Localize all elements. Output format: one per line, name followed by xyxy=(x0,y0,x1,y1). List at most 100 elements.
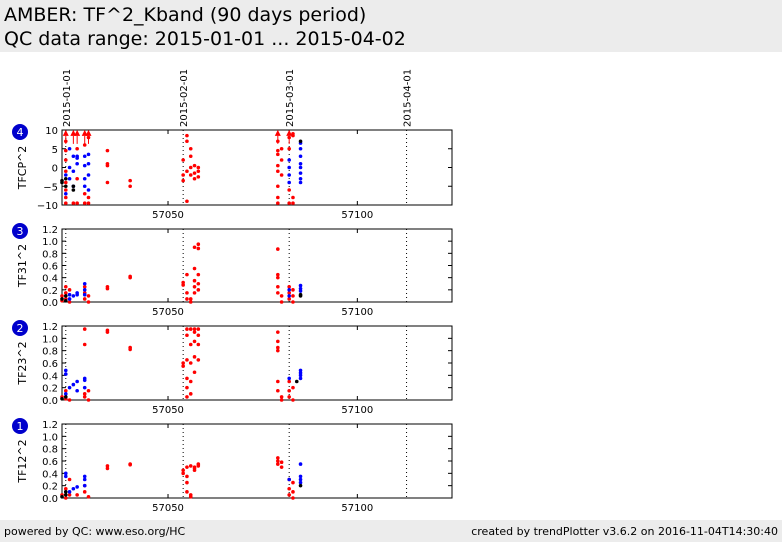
data-point xyxy=(298,161,303,166)
data-point xyxy=(196,175,201,179)
data-point xyxy=(71,154,76,159)
data-point xyxy=(298,165,303,170)
x-tick-label: 57100 xyxy=(341,503,373,514)
data-point xyxy=(287,294,291,298)
data-point xyxy=(298,171,303,175)
data-point xyxy=(276,348,280,353)
y-tick-label: 0 xyxy=(52,164,58,175)
data-point xyxy=(276,291,280,295)
data-point xyxy=(291,288,295,292)
data-point xyxy=(298,371,303,375)
data-point xyxy=(276,339,280,344)
data-point xyxy=(298,368,303,373)
data-point xyxy=(192,278,197,283)
data-point xyxy=(276,195,280,200)
data-point xyxy=(82,292,87,297)
y-axis-label: TF31^2 xyxy=(16,244,29,288)
data-point xyxy=(63,298,68,303)
data-point xyxy=(67,146,72,151)
date-marker-label: 2015-01-01 xyxy=(62,69,73,127)
data-point xyxy=(291,480,295,485)
y-axis-label: TF12^2 xyxy=(16,439,29,483)
data-point xyxy=(287,284,291,289)
data-point xyxy=(63,191,68,196)
date-marker-label: 2015-03-01 xyxy=(285,69,296,127)
data-point xyxy=(82,327,87,331)
data-point xyxy=(63,180,68,185)
data-point xyxy=(63,148,68,153)
data-point xyxy=(63,474,68,479)
data-point xyxy=(287,201,291,205)
data-point xyxy=(86,398,91,402)
data-point xyxy=(287,173,291,177)
data-point xyxy=(291,133,295,138)
data-point xyxy=(188,327,193,331)
y-tick-label: 1.0 xyxy=(42,237,58,248)
y-tick-label: 5 xyxy=(52,145,58,156)
data-point xyxy=(128,462,132,467)
data-point xyxy=(185,395,189,399)
data-point xyxy=(185,272,189,277)
panel-frame xyxy=(61,423,453,499)
data-point xyxy=(181,178,185,183)
data-point xyxy=(276,330,280,334)
data-point xyxy=(82,477,87,482)
data-point-up-arrow xyxy=(74,129,81,136)
data-point xyxy=(63,486,68,491)
data-point xyxy=(67,292,72,297)
data-point xyxy=(196,242,201,247)
data-point xyxy=(105,464,110,468)
data-point xyxy=(291,496,295,500)
data-point xyxy=(279,465,284,469)
data-point xyxy=(71,169,76,174)
data-point xyxy=(298,154,303,159)
data-point xyxy=(82,378,87,383)
data-point xyxy=(67,477,72,482)
data-point xyxy=(71,184,76,189)
data-point xyxy=(86,188,91,192)
panel-2: 0.00.2 0.40.60.8 1.01.2 57050 57100 TF23^2 2 xyxy=(12,320,453,416)
data-point xyxy=(75,388,79,393)
x-tick-label: 57100 xyxy=(341,210,373,221)
data-point xyxy=(105,163,110,168)
data-point xyxy=(86,152,91,157)
panel-badge-icon xyxy=(12,223,28,239)
data-point xyxy=(188,154,193,159)
data-point xyxy=(82,490,87,494)
data-point xyxy=(82,184,87,189)
data-point xyxy=(188,300,193,304)
data-point xyxy=(188,297,193,301)
x-tick-label: 57050 xyxy=(152,405,184,416)
data-point xyxy=(63,291,68,295)
data-point xyxy=(291,195,295,200)
y-tick-label: −10 xyxy=(37,201,58,212)
data-point xyxy=(82,297,87,301)
data-point xyxy=(185,474,189,479)
data-point xyxy=(60,396,64,401)
panel-badge-icon xyxy=(12,320,28,336)
data-point xyxy=(82,201,87,205)
y-tick-label: 0.8 xyxy=(42,445,58,456)
data-point xyxy=(291,490,295,494)
y-tick-label: 0.6 xyxy=(42,457,58,468)
data-point xyxy=(63,490,68,494)
qc-data-range: QC data range: 2015-01-01 ... 2015-04-02 xyxy=(4,28,406,50)
data-point xyxy=(276,388,280,393)
y-tick-label: −5 xyxy=(43,182,58,193)
data-point xyxy=(63,388,68,393)
data-point xyxy=(291,300,295,304)
data-point xyxy=(67,490,72,494)
data-point xyxy=(185,199,189,204)
y-tick-label: 0.4 xyxy=(42,274,58,285)
data-point xyxy=(82,176,87,181)
y-axis-label: TFCP^2 xyxy=(16,146,29,191)
report-title: AMBER: TF^2_Kband (90 days period) xyxy=(4,4,367,26)
data-point xyxy=(63,173,68,177)
data-point xyxy=(287,486,291,491)
data-point xyxy=(287,297,291,301)
data-point xyxy=(105,286,110,291)
data-point xyxy=(86,135,91,140)
data-point xyxy=(82,395,87,399)
data-point xyxy=(82,163,87,168)
data-point-up-arrow xyxy=(274,129,281,136)
